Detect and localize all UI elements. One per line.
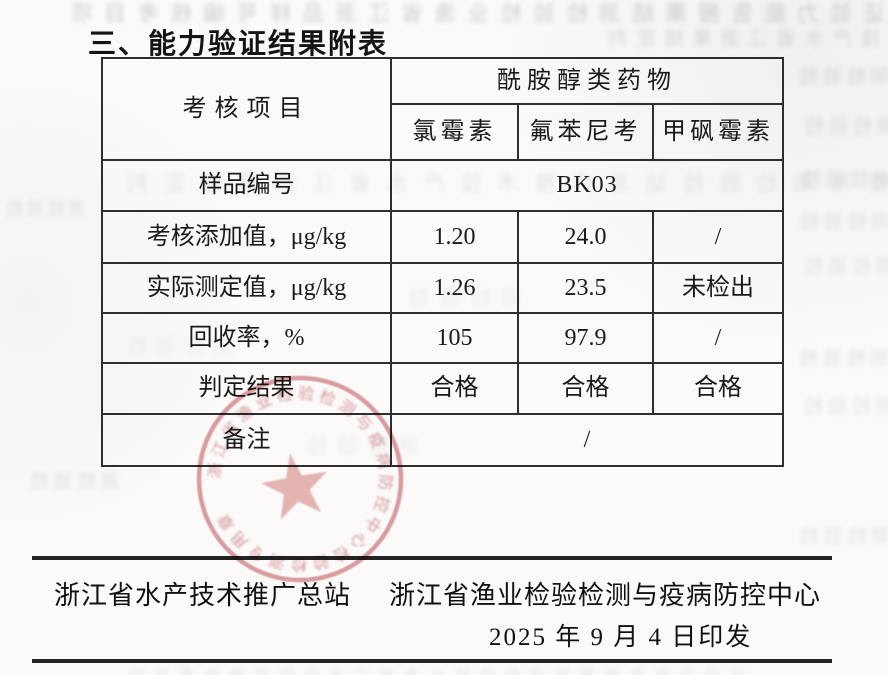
table-row-recovery-rate: 回收率，% 105 97.9 / [101, 312, 784, 364]
table-row-remarks: 备注 / [101, 413, 784, 467]
table-header-row: 考核项目 酰胺醇类药物 [101, 57, 784, 161]
header-drug-class: 酰胺醇类药物 [390, 57, 784, 105]
row-label-measured-value: 实际测定值，μg/kg [101, 262, 392, 314]
page-title: 三、能力验证结果附表 [88, 28, 389, 59]
bleedthrough-artifact: 测检验检 [800, 116, 888, 138]
issuer-left: 浙江省水产技术推广总站 [54, 581, 352, 610]
bleedthrough-artifact: 测检验检 [794, 66, 888, 88]
cell-measured-thiamphenicol: 未检出 [652, 262, 784, 314]
header-chloramphenicol: 氯霉素 [390, 103, 519, 161]
table-row-judgment: 判定结果 合格 合格 合格 [101, 362, 784, 415]
bleedthrough-artifact: 测检验检 [799, 396, 888, 418]
cell-sample-number: BK03 [390, 159, 784, 212]
footer-top-rule [32, 556, 832, 560]
cell-spiked-thiamphenicol: / [652, 210, 784, 264]
cell-judgment-florfenicol: 合格 [517, 362, 654, 415]
cell-recovery-florfenicol: 97.9 [517, 312, 654, 364]
bleedthrough-artifact: 证验力能告报果结测检验检业渔省江浙品样号编核考目项 [120, 662, 745, 675]
bleedthrough-artifact: 测检验检 [799, 256, 888, 278]
cell-spiked-florfenicol: 24.0 [517, 210, 654, 264]
row-label-spiked-value: 考核添加值，μg/kg [101, 210, 392, 264]
footer-bottom-rule [32, 659, 832, 663]
cell-measured-chloramphenicol: 1.26 [390, 262, 519, 314]
cell-judgment-thiamphenicol: 合格 [652, 362, 784, 415]
table-subheader-row: 氯霉素 氟苯尼考 甲砜霉素 [102, 103, 784, 161]
footer-issuers: 浙江省水产技术推广总站 浙江省渔业检验检测与疫病防控中心 [54, 575, 821, 612]
header-assessment-items: 考核项目 [101, 57, 392, 161]
row-label-remarks: 备注 [101, 413, 392, 467]
cell-spiked-chloramphenicol: 1.20 [390, 210, 519, 264]
cell-judgment-chloramphenicol: 合格 [390, 362, 519, 415]
table-row-sample-number: 样品编号 BK03 [101, 159, 784, 212]
cell-measured-florfenicol: 23.5 [517, 262, 654, 314]
row-label-sample-number: 样品编号 [101, 159, 392, 212]
footer-date-line: 2025 年 9 月 4 日印发 [489, 624, 753, 651]
row-label-judgment: 判定结果 [101, 362, 392, 415]
bleedthrough-artifact: 测检验检 [24, 471, 121, 492]
row-label-recovery-rate: 回收率，% [101, 312, 392, 364]
results-table: 考核项目 酰胺醇类药物 氯霉素 氟苯尼考 甲砜霉素 样品编号 BK03 考核添加… [101, 57, 784, 467]
cell-recovery-chloramphenicol: 105 [390, 312, 519, 364]
header-thiamphenicol: 甲砜霉素 [652, 103, 784, 161]
bleedthrough-artifact: 测检验检 [795, 211, 888, 233]
bleedthrough-artifact: 测检验检 [794, 348, 888, 370]
header-florfenicol: 氟苯尼考 [517, 103, 654, 161]
cell-recovery-thiamphenicol: / [652, 312, 784, 364]
bleedthrough-artifact: 测检验检 [2, 199, 86, 219]
table-row-spiked-value: 考核添加值，μg/kg 1.20 24.0 / [101, 210, 784, 264]
cell-remarks: / [390, 413, 784, 467]
bleedthrough-artifact: 测检验检 [797, 169, 888, 191]
bleedthrough-artifact: 心中控防病疫与测检验检站总广推术技产水省江浙果结定判 [600, 28, 888, 50]
bleedthrough-artifact: 测检验检 [795, 526, 888, 548]
issuer-right: 浙江省渔业检验检测与疫病防控中心 [389, 581, 822, 610]
table-row-measured-value: 实际测定值，μg/kg 1.26 23.5 未检出 [101, 262, 784, 314]
